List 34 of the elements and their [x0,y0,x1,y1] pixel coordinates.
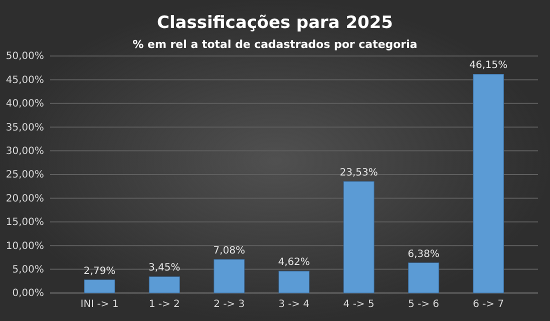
x-tick-label: 1 -> 2 [148,299,180,310]
bar [343,181,374,294]
data-label: 7,08% [213,245,246,256]
data-label: 46,15% [469,60,508,72]
data-label: 4,62% [278,257,310,268]
chart-title: Classificações para 2025 [156,13,394,33]
x-tick-label: 3 -> 4 [278,299,310,310]
x-tick-label: INI -> 1 [80,299,119,310]
y-tick-label: 50,00% [6,51,44,62]
bar [408,262,440,294]
data-label: 2,79% [84,266,116,277]
y-tick-label: 0,00% [12,288,44,300]
bar [214,259,245,294]
y-tick-label: 25,00% [6,170,44,181]
bar [278,270,310,294]
bar [84,280,116,294]
x-tick-label: 4 -> 5 [343,299,374,310]
y-tick-label: 30,00% [6,146,44,157]
y-tick-label: 20,00% [6,193,44,204]
data-label: 3,45% [148,262,180,274]
chart-subtitle: % em rel a total de cadastrados por categoria [132,38,418,51]
y-tick-label: 10,00% [6,240,44,252]
bar [148,276,180,294]
x-tick-label: 5 -> 6 [408,299,440,310]
y-tick-label: 5,00% [12,264,44,276]
y-tick-label: 45,00% [6,74,44,86]
data-label: 23,53% [340,167,378,178]
y-tick-label: 35,00% [6,122,44,134]
data-label: 6,38% [408,248,440,260]
x-tick-label: 2 -> 3 [214,299,245,310]
y-tick-label: 40,00% [6,98,44,110]
bar [472,74,504,294]
x-tick-label: 6 -> 7 [472,299,504,310]
y-tick-label: 15,00% [6,217,44,228]
